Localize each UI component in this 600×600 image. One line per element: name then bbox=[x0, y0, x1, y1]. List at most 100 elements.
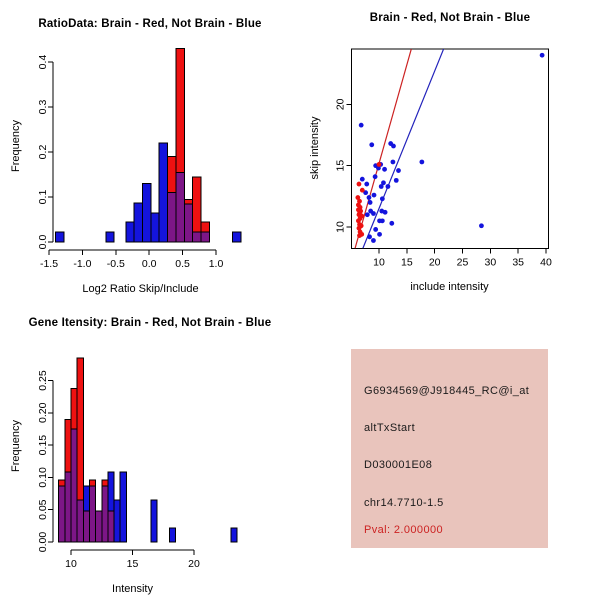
x-axis-tick-label: 10 bbox=[373, 256, 385, 268]
y-axis-tick-label: 10 bbox=[334, 221, 346, 233]
gene-intensity-histogram-xlabel: Intensity bbox=[112, 583, 153, 595]
x-axis-tick-label: 25 bbox=[457, 256, 469, 268]
intensity-scatter-title: Brain - Red, Not Brain - Blue bbox=[369, 12, 531, 24]
gene-intensity-histogram-title: Gene Itensity: Brain - Red, Not Brain - … bbox=[28, 317, 272, 329]
histogram-bar bbox=[168, 527, 177, 543]
data-point-red bbox=[376, 162, 382, 167]
intensity-scatter-panel: Brain - Red, Not Brain - Blue 10 15 20 25 30… bbox=[300, 0, 600, 300]
gene-info-panel: G6934569@J918445_RC@i_at altTxStart D030… bbox=[300, 300, 600, 600]
histogram-bar bbox=[119, 471, 127, 543]
data-point-blue bbox=[371, 192, 377, 198]
histogram-bars bbox=[58, 357, 238, 543]
data-point-blue bbox=[367, 234, 372, 240]
histogram-bar bbox=[158, 142, 169, 243]
data-point-blue bbox=[373, 227, 379, 232]
y-axis-tick-label: 0.2 bbox=[37, 145, 49, 160]
x-axis-tick-label: 20 bbox=[188, 558, 200, 570]
x-axis-tick-label: 15 bbox=[401, 256, 413, 268]
histogram-bar bbox=[113, 499, 121, 543]
y-axis-tick-label: 15 bbox=[334, 160, 346, 172]
gene-intensity-histogram-ylabel: Frequency bbox=[10, 420, 22, 472]
x-axis-tick-label: 15 bbox=[127, 558, 139, 570]
histogram-bar bbox=[232, 231, 242, 243]
data-point-blue bbox=[396, 168, 401, 173]
data-point-blue bbox=[393, 177, 399, 183]
plot-box bbox=[351, 48, 549, 249]
x-axis: 10 15 20 bbox=[65, 549, 200, 570]
brain-trend-line bbox=[354, 49, 412, 249]
histogram-bar bbox=[133, 202, 144, 243]
histogram-bar bbox=[230, 527, 238, 543]
brain-points bbox=[355, 162, 382, 238]
x-axis-tick-label: 20 bbox=[429, 256, 441, 268]
chromosome-text: chr14.7710-1.5 bbox=[364, 497, 444, 509]
y-axis-tick-label: 0.05 bbox=[37, 499, 49, 520]
histogram-overlap-bar bbox=[101, 485, 109, 543]
histogram-overlap-bar bbox=[58, 485, 66, 543]
histogram-overlap-bar bbox=[107, 510, 115, 543]
data-point-red bbox=[359, 187, 365, 193]
data-point-blue bbox=[366, 195, 372, 200]
histogram-overlap-bar bbox=[76, 499, 84, 543]
y-axis-tick-label: 0.10 bbox=[37, 467, 49, 488]
data-point-blue bbox=[363, 190, 369, 196]
data-point-blue bbox=[390, 159, 396, 165]
histogram-overlap-bar bbox=[64, 471, 72, 543]
histogram-bar bbox=[55, 231, 65, 243]
intensity-scatter-ylabel: skip intensity bbox=[309, 116, 321, 180]
data-point-blue bbox=[379, 218, 385, 224]
x-axis-tick-label: 0.5 bbox=[175, 258, 190, 270]
probe-id-text: G6934569@J918445_RC@i_at bbox=[364, 385, 530, 397]
data-point-blue bbox=[479, 223, 484, 229]
y-axis-tick-label: 0.00 bbox=[37, 532, 49, 553]
histogram-bar bbox=[125, 221, 135, 243]
x-axis: 10 15 20 25 30 35 40 bbox=[373, 248, 552, 268]
data-point-blue bbox=[378, 184, 384, 189]
x-axis-tick-label: 0.0 bbox=[142, 258, 157, 270]
data-point-blue bbox=[419, 159, 425, 165]
data-point-blue bbox=[539, 52, 545, 58]
y-axis-tick-label: 0.1 bbox=[37, 190, 49, 205]
data-point-blue bbox=[371, 238, 376, 243]
histogram-bar bbox=[95, 510, 103, 543]
y-axis-tick-label: 0.3 bbox=[37, 100, 49, 115]
data-point-blue bbox=[385, 184, 391, 189]
data-point-blue bbox=[382, 209, 388, 215]
gene-intensity-histogram-plot: 0.00 0.05 0.10 0.15 0.20 0.25 10 15 20 bbox=[37, 357, 238, 570]
data-point-blue bbox=[372, 174, 378, 180]
histogram-overlap-bar bbox=[175, 171, 185, 243]
gene-info-background: G6934569@J918445_RC@i_at altTxStart D030… bbox=[351, 349, 548, 548]
data-point-blue bbox=[377, 231, 382, 237]
notbrain-trend-line bbox=[362, 49, 445, 249]
y-axis-tick-label: 20 bbox=[334, 98, 346, 110]
x-axis-tick-label: 10 bbox=[65, 558, 77, 570]
intensity-scatter-plot: 10 15 20 25 30 35 40 10 15 20 bbox=[334, 48, 552, 268]
data-point-red bbox=[357, 198, 362, 204]
ratio-histogram-xlabel: Log2 Ratio Skip/Include bbox=[82, 283, 199, 295]
histogram-overlap-bar bbox=[183, 203, 194, 243]
clone-id-text: D030001E08 bbox=[364, 459, 433, 471]
histogram-overlap-bar bbox=[82, 510, 90, 543]
data-point-blue bbox=[358, 122, 364, 128]
data-point-red bbox=[356, 225, 362, 231]
y-axis-tick-label: 0.15 bbox=[37, 435, 49, 456]
data-point-red bbox=[355, 195, 361, 200]
x-axis-tick-label: -1.0 bbox=[73, 258, 91, 270]
pvalue-text: Pval: 2.000000 bbox=[364, 524, 443, 536]
histogram-overlap-bar bbox=[88, 485, 97, 543]
x-axis-tick-label: 40 bbox=[540, 256, 552, 268]
histogram-bar bbox=[142, 183, 152, 243]
histogram-overlap-bar bbox=[200, 231, 210, 243]
histogram-bar bbox=[150, 499, 158, 543]
x-axis-tick-label: 1.0 bbox=[209, 258, 224, 270]
data-point-blue bbox=[364, 212, 370, 218]
y-axis-tick-label: 0.0 bbox=[37, 235, 49, 250]
data-point-red bbox=[356, 181, 362, 187]
histogram-overlap-bar bbox=[70, 428, 78, 543]
data-point-blue bbox=[376, 165, 381, 171]
y-axis-tick-label: 0.20 bbox=[37, 402, 49, 423]
ratio-histogram-panel: RatioData: Brain - Red, Not Brain - Blue… bbox=[0, 0, 300, 300]
data-point-blue bbox=[391, 143, 396, 149]
histogram-overlap-bar bbox=[192, 231, 202, 243]
